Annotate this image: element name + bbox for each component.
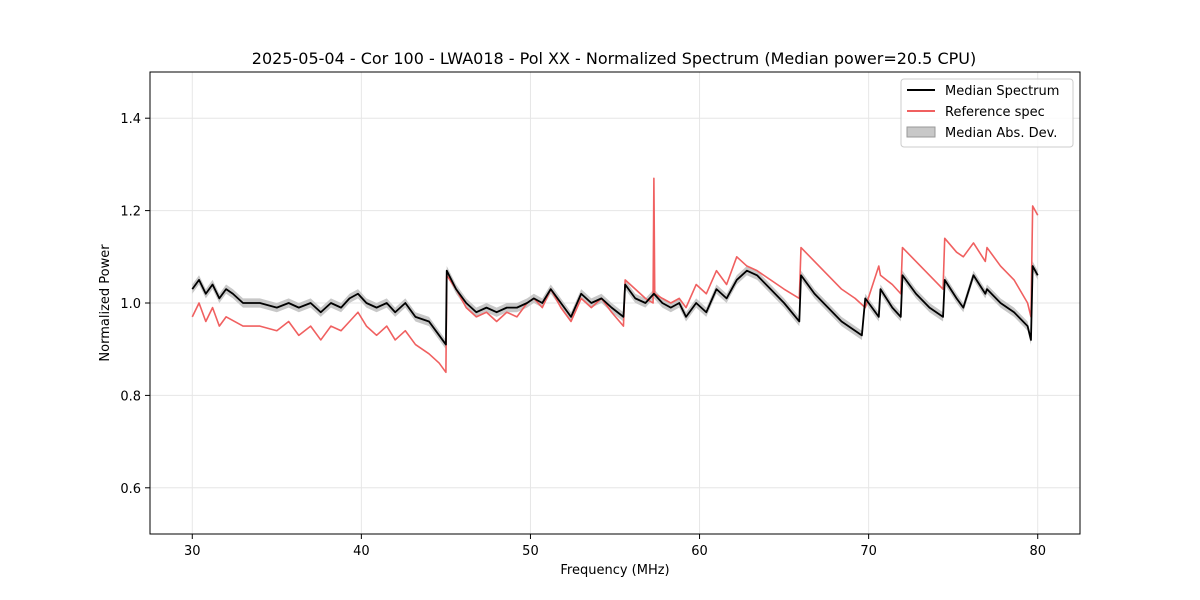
mad-band <box>192 261 1038 350</box>
y-tick-label: 1.2 <box>120 205 141 220</box>
x-tick-label: 40 <box>353 544 370 559</box>
legend: Median Spectrum Reference spec Median Ab… <box>900 78 1074 148</box>
y-axis: 0.6 0.8 1.0 1.2 1.4 <box>120 112 150 497</box>
plot-area <box>191 177 1039 374</box>
x-tick-label: 70 <box>860 544 877 559</box>
median-spectrum-line <box>191 265 1039 346</box>
legend-swatch-mad <box>906 126 936 138</box>
y-tick-label: 1.0 <box>120 297 141 312</box>
x-tick-label: 30 <box>184 544 201 559</box>
legend-label-median: Median Spectrum <box>945 84 1059 99</box>
x-axis: 30 40 50 60 70 80 <box>184 534 1046 559</box>
y-tick-label: 0.6 <box>120 482 141 497</box>
legend-label-mad: Median Abs. Dev. <box>945 126 1057 141</box>
x-axis-label: Frequency (MHz) <box>560 563 669 578</box>
chart-title: 2025-05-04 - Cor 100 - LWA018 - Pol XX -… <box>252 49 976 68</box>
y-axis-label: Normalized Power <box>98 244 113 362</box>
y-tick-label: 0.8 <box>120 389 141 404</box>
x-tick-label: 80 <box>1029 544 1046 559</box>
legend-box <box>900 78 1074 148</box>
x-tick-label: 50 <box>522 544 539 559</box>
x-tick-label: 60 <box>691 544 708 559</box>
legend-label-reference: Reference spec <box>945 105 1045 120</box>
y-tick-label: 1.4 <box>120 112 141 127</box>
